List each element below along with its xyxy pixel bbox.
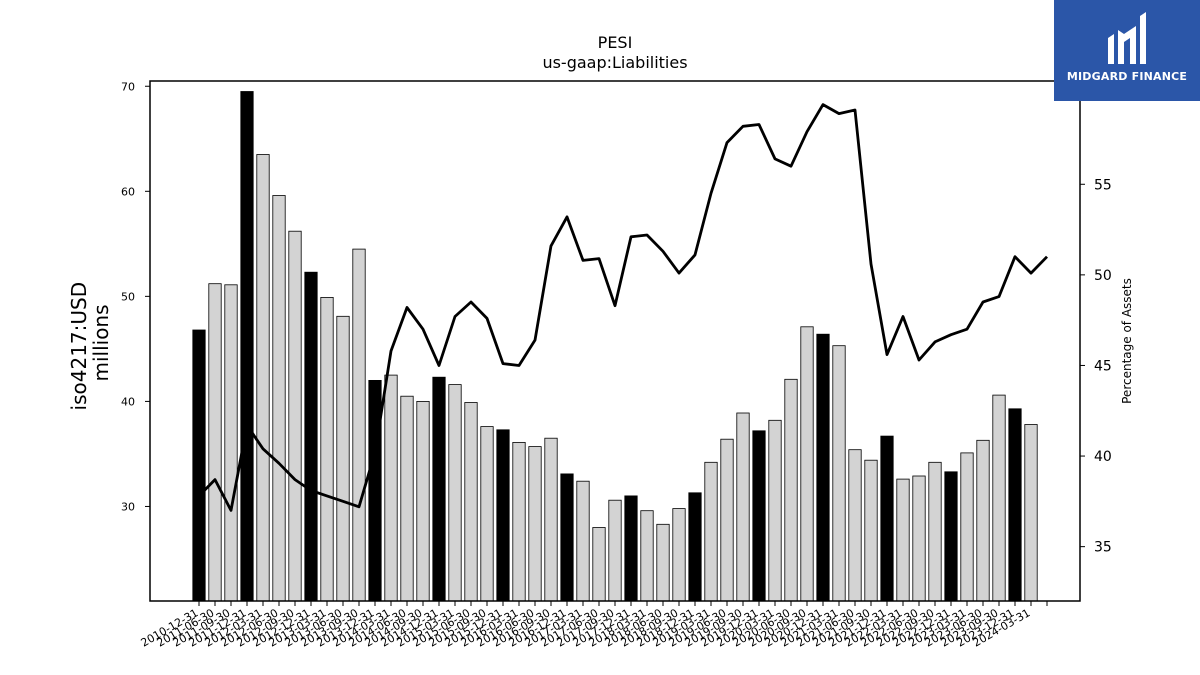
y2-tick-label: 45: [1094, 358, 1112, 374]
y2-tick-label: 40: [1094, 449, 1112, 465]
bar: [1008, 408, 1022, 602]
line-series: [198, 103, 1049, 512]
y2-axis-label: Percentage of Assets: [1120, 278, 1134, 404]
y-axis-label: iso4217:USD millions: [67, 276, 113, 411]
bar: [400, 395, 414, 602]
bar: [560, 473, 574, 602]
bar: [688, 492, 702, 602]
midgard-logo-icon: [1108, 12, 1146, 64]
bar: [336, 315, 350, 602]
bar: [240, 91, 254, 602]
y-tick-label: 40: [121, 395, 135, 408]
brand-logo-text: MIDGARD FINANCE: [1066, 70, 1188, 83]
bar: [624, 495, 638, 602]
bar: [208, 283, 222, 602]
y2-tick-label: 35: [1094, 540, 1112, 556]
bar: [848, 449, 862, 602]
bar: [384, 374, 398, 602]
bar: [704, 461, 718, 602]
bar: [784, 378, 798, 602]
bar: [896, 478, 910, 602]
bar: [864, 459, 878, 602]
percentage-line: [198, 103, 1049, 512]
y2-tick-label: 50: [1094, 268, 1112, 284]
y2-tick-label: 55: [1094, 177, 1112, 193]
bar: [192, 329, 206, 602]
bar: [912, 475, 926, 602]
y-tick-label: 70: [121, 80, 135, 93]
bar: [752, 430, 766, 602]
bar: [800, 326, 814, 602]
bar: [272, 195, 286, 602]
y-tick-label: 50: [121, 290, 135, 303]
bar: [672, 508, 686, 602]
bar: [656, 523, 670, 602]
bar: [592, 527, 606, 602]
bar: [432, 376, 446, 602]
bar: [1024, 424, 1038, 602]
bar: [576, 480, 590, 602]
bar: [736, 412, 750, 602]
bar: [224, 284, 238, 602]
bar: [496, 429, 510, 602]
bar: [256, 154, 270, 602]
bar: [768, 419, 782, 602]
x-axis: 2010-12-312011-06-302011-09-302011-12-31…: [139, 601, 1048, 650]
brand-logo: MIDGARD FINANCE: [1054, 0, 1200, 101]
y-left-axis: 30 40 50 60 70: [121, 80, 150, 513]
bar: [528, 446, 542, 602]
bar: [944, 471, 958, 602]
bar: [416, 400, 430, 602]
chart-title: PESI: [598, 33, 633, 52]
bar: [880, 435, 894, 602]
bar: [640, 510, 654, 602]
bar: [992, 394, 1006, 602]
bar: [608, 499, 622, 602]
bar-series: [192, 91, 1038, 602]
bar: [480, 426, 494, 602]
chart-subtitle: us-gaap:Liabilities: [542, 53, 687, 72]
bar: [352, 248, 366, 602]
bar: [960, 452, 974, 602]
bar: [544, 437, 558, 602]
y-tick-label: 60: [121, 185, 135, 198]
bar: [448, 384, 462, 602]
bar: [816, 333, 830, 602]
bar: [288, 230, 302, 602]
bar: [720, 438, 734, 602]
bar: [368, 379, 382, 602]
bar: [304, 271, 318, 602]
bar: [512, 441, 526, 602]
bar: [976, 439, 990, 602]
y-tick-label: 30: [121, 500, 135, 513]
bar: [320, 296, 334, 602]
bar: [928, 461, 942, 602]
bar: [464, 402, 478, 602]
y-right-axis: 35 40 45 50 55: [1080, 177, 1112, 556]
bar: [832, 345, 846, 602]
